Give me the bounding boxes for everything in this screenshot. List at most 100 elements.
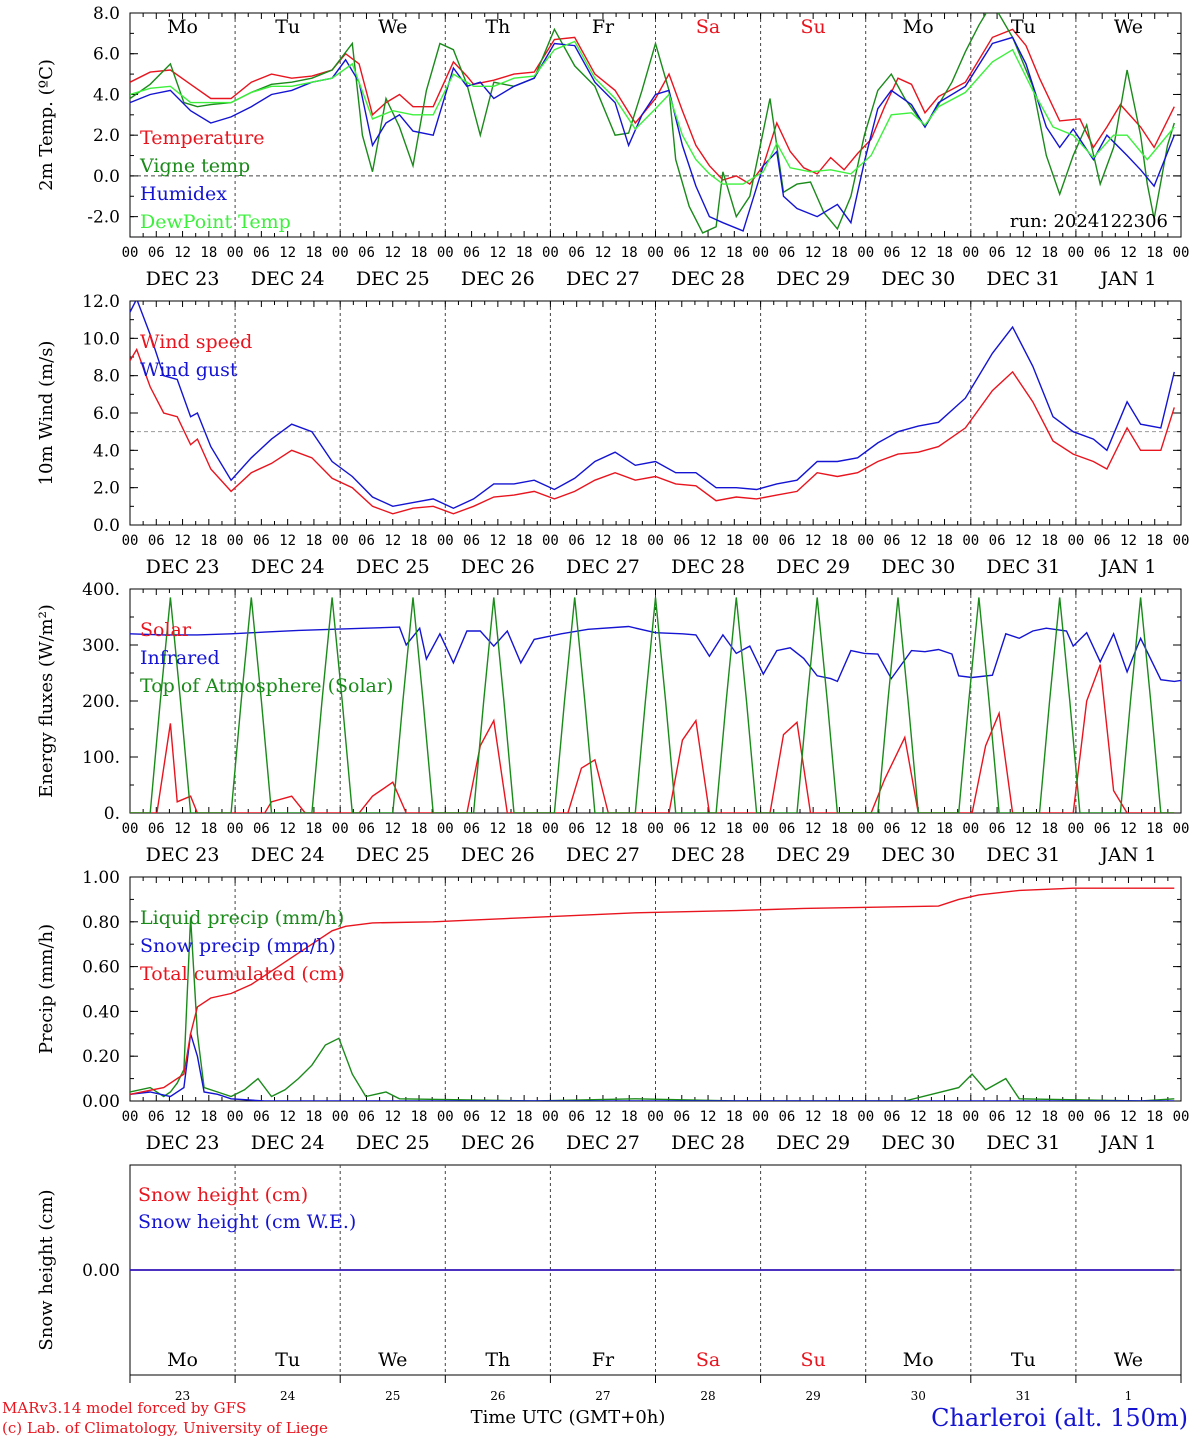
date-label: DEC 26 — [461, 844, 535, 866]
y-tick-label: 10.0 — [82, 329, 120, 349]
date-label: DEC 27 — [566, 1132, 640, 1154]
date-label: DEC 27 — [566, 556, 640, 578]
series-group — [130, 597, 1181, 813]
day-number: 28 — [700, 1389, 715, 1403]
hour-label: 06 — [253, 533, 270, 549]
date-label: DEC 31 — [986, 556, 1060, 578]
hour-label: 12 — [1015, 1109, 1032, 1125]
weekday-label-bottom: We — [1114, 1349, 1143, 1371]
hour-label: 18 — [1041, 245, 1058, 261]
panel-1: -2.0 0.0 2.0 4.0 6.0 8.0 2m Temp. (ºC) 00 06 12 18… — [36, 4, 1189, 290]
series-line-4 — [130, 40, 1175, 185]
hour-label: 00 — [437, 245, 454, 261]
hour-label: 06 — [148, 1109, 165, 1125]
hour-label: 18 — [1146, 821, 1163, 837]
hour-label: 06 — [253, 245, 270, 261]
run-label: run: 2024122306 — [1010, 211, 1168, 232]
hour-label: 06 — [884, 533, 901, 549]
model-credit: MARv3.14 model forced by GFS — [2, 1399, 246, 1417]
date-label: DEC 24 — [251, 1132, 325, 1154]
y-tick-label: 0. — [104, 804, 120, 824]
hour-label: 18 — [305, 1109, 322, 1125]
date-label: JAN 1 — [1098, 556, 1156, 578]
y-tick-label: 1.00 — [82, 868, 120, 888]
hour-label: 06 — [884, 821, 901, 837]
hour-label: 00 — [122, 245, 139, 261]
day-number: 30 — [911, 1389, 926, 1403]
y-tick-label: 0.20 — [82, 1047, 120, 1067]
y-tick-label: 6.0 — [93, 45, 120, 65]
hour-label: 12 — [1015, 533, 1032, 549]
panel-5: 0.00 Snow height (cm) Snow height (cm) Snow… — [36, 1164, 1182, 1376]
hour-label: 12 — [805, 245, 822, 261]
date-label: DEC 28 — [671, 844, 745, 866]
series-group — [130, 13, 1175, 234]
hour-label: 18 — [831, 245, 848, 261]
legend-entry: Snow height (cm W.E.) — [138, 1211, 356, 1233]
hour-label: 12 — [805, 821, 822, 837]
date-label: DEC 27 — [566, 844, 640, 866]
hour-label: 06 — [884, 1109, 901, 1125]
hour-label: 06 — [568, 245, 585, 261]
hour-label: 06 — [148, 821, 165, 837]
date-label: DEC 24 — [251, 844, 325, 866]
hour-label: 18 — [936, 245, 953, 261]
hour-label: 00 — [1173, 821, 1190, 837]
hour-label: 18 — [1041, 821, 1058, 837]
plot-frame — [129, 300, 1182, 526]
hour-label: 06 — [989, 821, 1006, 837]
date-label: DEC 28 — [671, 556, 745, 578]
station-label: Charleroi (alt. 150m) — [931, 1404, 1188, 1432]
date-label: DEC 30 — [881, 1132, 955, 1154]
hour-label: 12 — [910, 1109, 927, 1125]
hour-label: 00 — [647, 1109, 664, 1125]
hour-label: 06 — [673, 245, 690, 261]
date-label: DEC 24 — [251, 268, 325, 290]
date-label: DEC 29 — [776, 268, 850, 290]
hour-label: 18 — [305, 245, 322, 261]
hour-label: 00 — [437, 533, 454, 549]
hour-label: 18 — [305, 821, 322, 837]
hour-label: 06 — [358, 1109, 375, 1125]
date-label: DEC 28 — [671, 268, 745, 290]
hour-label: 00 — [962, 533, 979, 549]
series-line-1 — [130, 347, 1175, 515]
hour-label: 18 — [200, 533, 217, 549]
legend-entry: Total cumulated (cm) — [140, 963, 345, 985]
y-tick-label: 6.0 — [93, 404, 120, 424]
hour-label: 12 — [805, 1109, 822, 1125]
hour-label: 06 — [463, 821, 480, 837]
series-group — [130, 887, 1175, 1101]
hour-label: 06 — [1094, 1109, 1111, 1125]
weekday-label-top: Tu — [1011, 16, 1036, 38]
legend-entry: Temperature — [140, 127, 264, 149]
hour-label: 18 — [200, 1109, 217, 1125]
hour-label: 06 — [778, 1109, 795, 1125]
date-label: DEC 26 — [461, 556, 535, 578]
hour-label: 06 — [463, 245, 480, 261]
series-line-1 — [130, 28, 1175, 186]
hour-label: 12 — [595, 245, 612, 261]
hour-label: 12 — [174, 821, 191, 837]
date-label: DEC 25 — [356, 556, 430, 578]
y-tick-label: 100. — [82, 748, 120, 768]
day-number: 24 — [280, 1389, 296, 1403]
hour-label: 06 — [463, 533, 480, 549]
hour-label: 06 — [1094, 245, 1111, 261]
date-label: DEC 23 — [146, 556, 220, 578]
hour-label: 00 — [752, 821, 769, 837]
hour-label: 06 — [1094, 821, 1111, 837]
date-label: DEC 31 — [986, 844, 1060, 866]
hour-label: 12 — [174, 533, 191, 549]
hour-label: 00 — [542, 245, 559, 261]
series-line-3 — [130, 36, 1175, 232]
hour-label: 00 — [857, 533, 874, 549]
hour-label: 12 — [174, 1109, 191, 1125]
hour-label: 06 — [463, 1109, 480, 1125]
weekday-label-bottom: We — [378, 1349, 407, 1371]
y-axis-label: 2m Temp. (ºC) — [36, 59, 57, 191]
hour-label: 00 — [227, 533, 244, 549]
hour-label: 12 — [1120, 1109, 1137, 1125]
hour-label: 06 — [358, 245, 375, 261]
